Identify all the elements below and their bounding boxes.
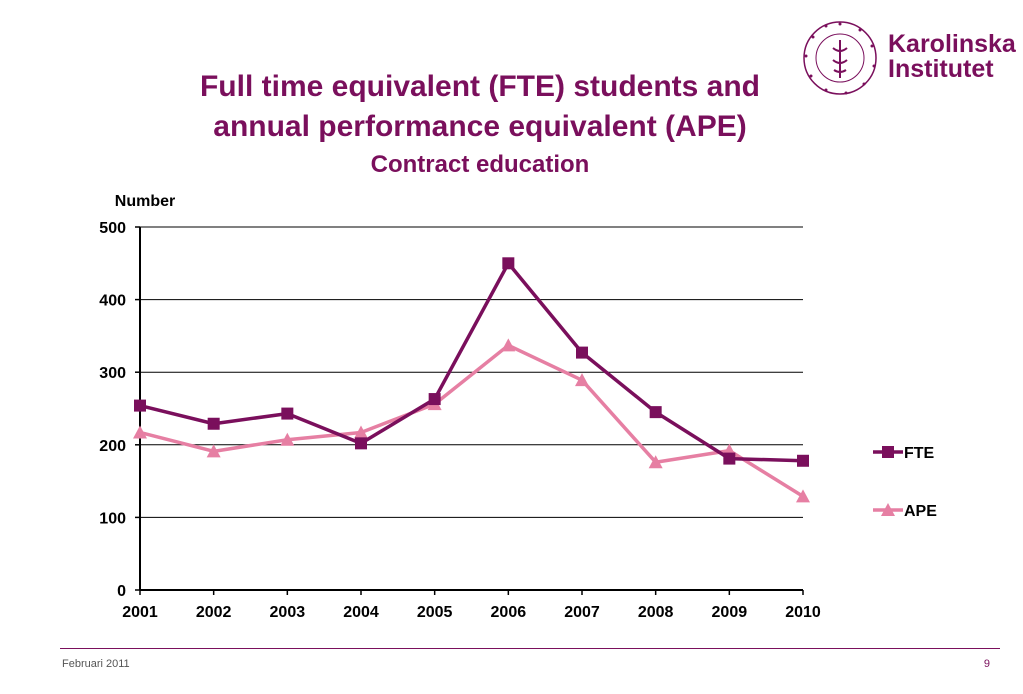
page-title-line-1: Full time equivalent (FTE) students and — [199, 70, 761, 103]
x-tick-label: 2007 — [564, 604, 600, 621]
x-tick-label: 2010 — [785, 604, 821, 621]
series-line-ape — [139, 343, 804, 498]
data-point-fte — [207, 417, 220, 430]
y-tick-label: 500 — [99, 220, 126, 237]
seal-icon — [803, 21, 877, 95]
data-point-ape — [648, 455, 663, 469]
y-tick-label: 400 — [99, 293, 126, 310]
page-subtitle: Contract education — [370, 151, 590, 178]
x-tick-label: 2006 — [491, 604, 527, 621]
data-point-fte — [134, 399, 146, 412]
logo-wordmark: Karolinska Institutet — [888, 32, 1016, 82]
page-title-line-2: annual performance equivalent (APE) — [213, 110, 747, 143]
logo-text-line-2: Institutet — [888, 55, 994, 83]
data-point-ape — [796, 489, 810, 503]
data-point-fte — [576, 346, 588, 359]
data-point-fte — [649, 406, 662, 419]
data-point-fte — [797, 454, 809, 467]
legend-label-ape: APE — [904, 503, 937, 520]
data-point-fte — [502, 257, 515, 270]
data-point-ape — [280, 432, 295, 446]
legend-marker-fte — [882, 446, 894, 458]
x-tick-label: 2009 — [712, 604, 748, 621]
x-tick-label: 2001 — [122, 604, 158, 621]
legend-marker-ape — [881, 503, 895, 516]
data-point-fte — [723, 452, 736, 465]
logo-text-line-1: Karolinska — [888, 30, 1016, 58]
x-tick-label: 2003 — [270, 604, 306, 621]
footer-divider — [60, 648, 1000, 649]
y-tick-label: 0 — [117, 583, 126, 600]
legend-label-fte: FTE — [904, 445, 935, 462]
y-tick-label: 100 — [99, 510, 126, 527]
data-point-fte — [355, 437, 367, 450]
x-tick-label: 2008 — [638, 604, 674, 621]
karolinska-logo: Karolinska Institutet — [800, 14, 1016, 104]
footer-date: Februari 2011 — [62, 658, 130, 670]
data-point-fte — [281, 407, 294, 420]
y-tick-label: 300 — [99, 365, 126, 382]
data-point-ape — [133, 425, 147, 439]
data-point-ape — [501, 338, 516, 352]
x-tick-label: 2005 — [417, 604, 453, 621]
x-tick-label: 2002 — [196, 604, 232, 621]
data-point-ape — [206, 444, 221, 458]
data-point-fte — [428, 393, 441, 406]
page-number: 9 — [983, 658, 990, 670]
y-axis-label: Number — [115, 193, 175, 210]
data-point-ape — [575, 373, 589, 387]
x-tick-label: 2004 — [343, 604, 379, 621]
series-line-fte — [139, 261, 804, 463]
y-tick-label: 200 — [99, 438, 126, 455]
data-point-ape — [354, 425, 368, 439]
